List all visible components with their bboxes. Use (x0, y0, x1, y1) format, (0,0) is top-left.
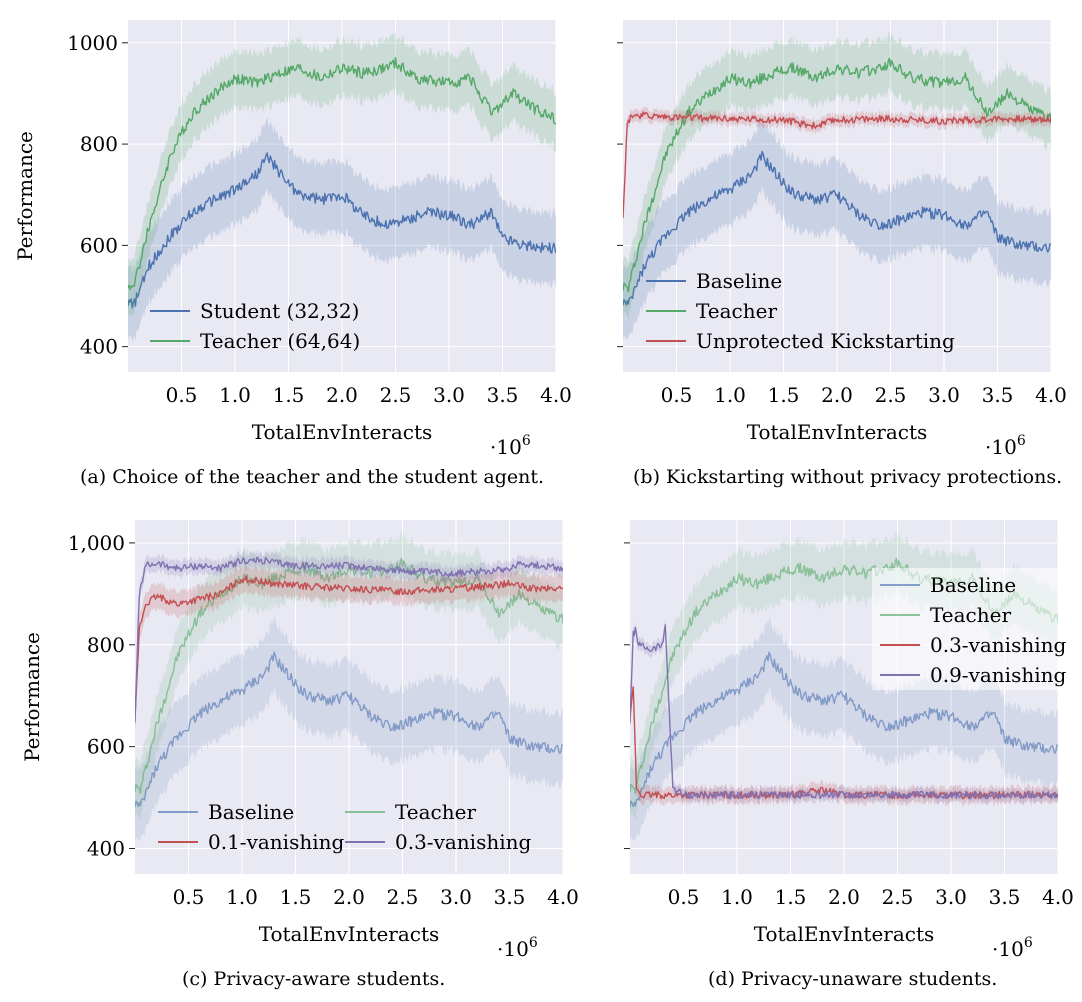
x-tick-label: 4.0 (547, 885, 579, 909)
x-tick-label: 1.0 (226, 885, 258, 909)
series-group (135, 530, 563, 843)
x-multiplier: ·106 (490, 433, 531, 459)
legend-label: Student (32,32) (200, 299, 359, 323)
series-line-green (623, 57, 1051, 293)
x-tick-label: 3.0 (440, 885, 472, 909)
legend-label: Baseline (930, 573, 1016, 597)
y-tick-label: 400 (80, 335, 118, 359)
y-axis-label: Performance (13, 131, 37, 261)
series-band-blue (128, 117, 556, 344)
x-axis-label: TotalEnvInteracts (252, 420, 433, 444)
caption-b: (b) Kickstarting without privacy protect… (633, 466, 1063, 488)
x-tick-label: 1.5 (775, 885, 807, 909)
x-tick-label: 2.5 (882, 885, 914, 909)
x-tick-label: 1.5 (280, 885, 312, 909)
x-tick-label: 2.0 (326, 383, 358, 407)
x-tick-label: 2.5 (380, 383, 412, 407)
y-tick-label: 1000 (67, 31, 118, 55)
series-band-blue (623, 115, 1051, 341)
x-tick-label: 3.5 (494, 885, 526, 909)
x-tick-label: 3.0 (433, 383, 465, 407)
series-line-red (135, 575, 563, 718)
series-line-purple (630, 624, 1058, 800)
legend-label: Teacher (395, 800, 476, 824)
x-tick-label: 0.5 (661, 383, 693, 407)
legend: Baseline Teacher 0.1-vanishing 0.3-vanishin… (158, 800, 531, 854)
series-band-green (623, 30, 1051, 320)
y-tick-label: 800 (80, 132, 118, 156)
x-tick-label: 4.0 (540, 383, 572, 407)
x-tick-label: 1.0 (721, 885, 753, 909)
x-tick-label: 1.5 (768, 383, 800, 407)
legend-label: 0.3-vanishing (930, 633, 1066, 657)
x-tick-label: 3.5 (487, 383, 519, 407)
x-tick-label: 1.0 (714, 383, 746, 407)
y-tick-label: 400 (87, 837, 125, 861)
legend-label: Teacher (930, 603, 1011, 627)
x-tick-label: 3.0 (928, 383, 960, 407)
series-band-blue (630, 616, 1058, 843)
x-multiplier: ·106 (985, 433, 1026, 459)
x-tick-label: 0.5 (173, 885, 205, 909)
legend-label: Baseline (208, 800, 294, 824)
series-line-red (623, 111, 1051, 219)
x-tick-label: 2.0 (333, 885, 365, 909)
y-axis-label: Performance (20, 632, 44, 762)
caption-a: (a) Choice of the teacher and the studen… (80, 466, 545, 488)
x-multiplier: ·106 (992, 935, 1033, 961)
y-tick-label: 800 (87, 633, 125, 657)
legend-label: Baseline (696, 269, 782, 293)
x-axis-label: TotalEnvInteracts (747, 420, 928, 444)
x-multiplier: ·106 (497, 935, 538, 961)
series-group (128, 29, 556, 344)
legend-label: Teacher (696, 299, 777, 323)
panel-d: 0.5 1.0 1.5 2.0 2.5 3.0 3.5 4.0 TotalEnvInteract… (624, 520, 1074, 961)
y-tick-label: 600 (80, 233, 118, 257)
series-band-green (128, 29, 556, 318)
x-tick-label: 2.0 (828, 885, 860, 909)
legend: Baseline Teacher 0.3-vanishing 0.9-vanishin… (872, 568, 1066, 690)
x-tick-label: 3.5 (989, 885, 1021, 909)
panel-c: 400 600 800 1,000 0.5 1.0 1.5 2.0 2.5 3.0 3.5 4.0 To… (20, 520, 579, 961)
x-tick-label: 0.5 (668, 885, 700, 909)
legend-label: Teacher (64,64) (200, 329, 360, 353)
legend-label: 0.9-vanishing (930, 663, 1066, 687)
legend: Student (32,32) Teacher (64,64) (150, 299, 360, 353)
series-line-blue (623, 150, 1051, 306)
caption-d: (d) Privacy-unaware students. (708, 968, 998, 990)
series-line-blue (135, 651, 563, 808)
y-tick-label: 1,000 (68, 531, 125, 555)
x-tick-label: 3.5 (982, 383, 1014, 407)
panel-a: 400 600 800 1000 0.5 1.0 1.5 2.0 2.5 3.0 3.5 4.0 Tot… (13, 20, 572, 459)
series-band-green (135, 530, 563, 822)
x-axis-label: TotalEnvInteracts (754, 922, 935, 946)
caption-c: (c) Privacy-aware students. (182, 968, 446, 990)
series-line-green (128, 57, 556, 291)
x-tick-label: 1.5 (273, 383, 305, 407)
x-tick-label: 2.5 (387, 885, 419, 909)
x-tick-label: 2.0 (821, 383, 853, 407)
series-line-purple (135, 556, 563, 724)
x-tick-label: 1.0 (219, 383, 251, 407)
x-tick-label: 4.0 (1035, 383, 1067, 407)
series-group (623, 30, 1051, 341)
panel-b: 0.5 1.0 1.5 2.0 2.5 3.0 3.5 4.0 TotalEnvInteract… (617, 20, 1067, 459)
x-axis-label: TotalEnvInteracts (259, 922, 440, 946)
legend-label: Unprotected Kickstarting (696, 329, 955, 353)
x-tick-label: 0.5 (166, 383, 198, 407)
series-line-blue (128, 152, 556, 309)
series-band-blue (135, 616, 563, 843)
legend-box (872, 568, 1062, 690)
y-tick-label: 600 (87, 735, 125, 759)
legend-label: 0.1-vanishing (208, 830, 344, 854)
x-tick-label: 3.0 (935, 885, 967, 909)
legend: Baseline Teacher Unprotected Kickstarting (646, 269, 955, 353)
x-tick-label: 4.0 (1042, 885, 1074, 909)
series-band-red (135, 563, 563, 731)
legend-label: 0.3-vanishing (395, 830, 531, 854)
x-tick-label: 2.5 (875, 383, 907, 407)
series-line-blue (630, 651, 1058, 808)
